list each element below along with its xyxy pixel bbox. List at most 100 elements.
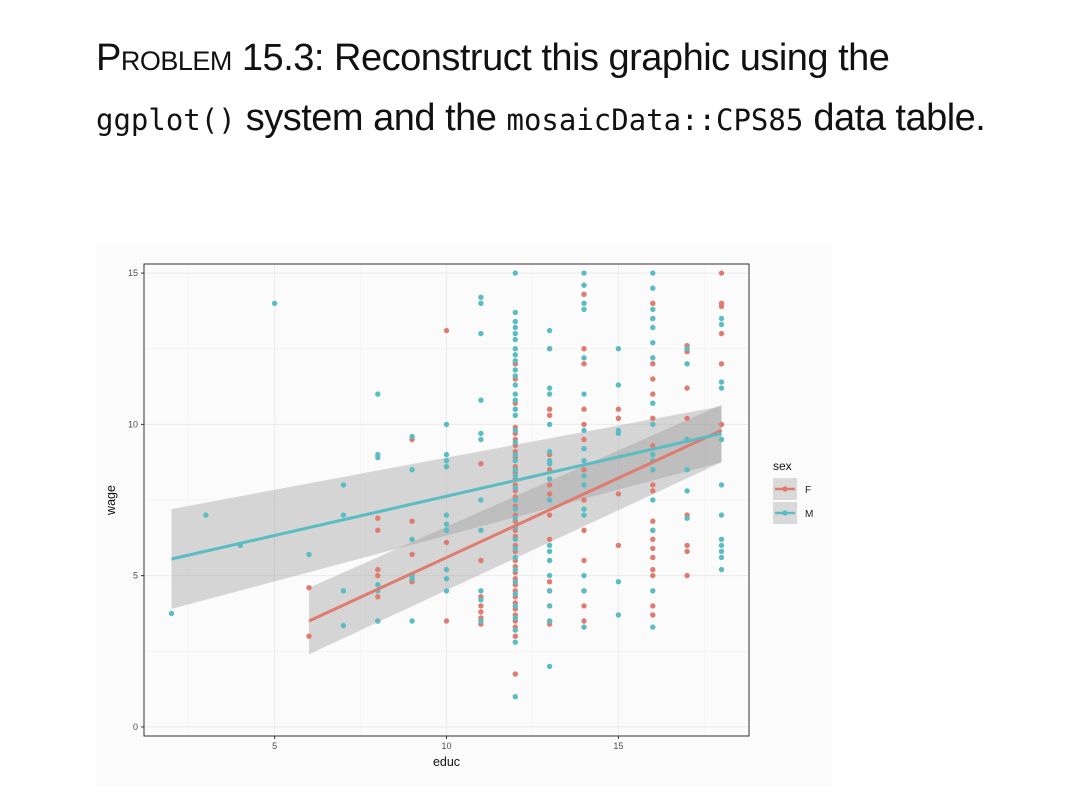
data-point-f xyxy=(478,603,484,609)
data-point-m xyxy=(478,294,484,300)
x-tick-label: 15 xyxy=(613,741,623,751)
y-tick-label: 5 xyxy=(133,571,138,581)
data-point-m xyxy=(443,588,450,594)
data-point-m xyxy=(650,588,656,594)
data-point-m xyxy=(546,663,553,670)
data-point-m xyxy=(718,566,725,573)
major-gridlines xyxy=(144,264,749,736)
data-point-m xyxy=(512,318,518,325)
data-point-m xyxy=(443,521,450,527)
data-point-m xyxy=(718,554,725,561)
data-point-f xyxy=(546,412,553,418)
data-point-f xyxy=(650,482,656,488)
data-point-m xyxy=(512,467,518,473)
data-point-m xyxy=(684,488,690,494)
problem-text-3: data table. xyxy=(803,97,986,139)
data-point-m xyxy=(375,454,381,461)
data-point-f xyxy=(546,512,553,518)
data-point-m xyxy=(650,315,656,322)
data-point-m xyxy=(718,321,725,328)
data-point-m xyxy=(478,397,484,403)
data-point-m xyxy=(546,346,553,352)
data-point-f xyxy=(684,542,690,549)
data-point-m xyxy=(478,527,484,533)
data-point-f xyxy=(375,527,381,533)
data-point-m xyxy=(512,536,518,542)
data-point-f xyxy=(375,566,381,573)
data-point-m xyxy=(443,566,450,573)
data-point-f xyxy=(615,415,622,421)
data-point-f xyxy=(650,361,656,367)
data-point-m xyxy=(512,554,518,561)
data-point-m xyxy=(409,467,415,473)
data-point-f xyxy=(650,536,656,542)
data-point-m xyxy=(684,361,690,367)
data-point-m xyxy=(650,355,656,361)
data-point-m xyxy=(581,482,587,488)
data-point-m xyxy=(512,412,518,418)
data-point-f xyxy=(650,612,656,618)
x-axis-title: educ xyxy=(433,755,460,769)
data-point-f xyxy=(581,603,587,609)
data-point-m xyxy=(718,536,725,542)
data-point-f xyxy=(650,376,656,382)
data-point-f xyxy=(718,421,725,428)
data-point-f xyxy=(581,346,587,352)
data-point-m xyxy=(512,506,518,512)
data-points xyxy=(168,270,725,700)
data-point-m xyxy=(615,579,622,585)
problem-separator: : xyxy=(313,37,335,79)
data-point-f xyxy=(581,361,587,367)
data-point-m xyxy=(340,588,347,594)
y-tick-label: 10 xyxy=(128,419,138,429)
data-point-m xyxy=(512,406,518,412)
data-point-m xyxy=(581,512,587,518)
data-point-m xyxy=(581,445,587,452)
data-point-f xyxy=(718,303,725,310)
problem-heading: Problem 15.3 xyxy=(96,37,314,79)
legend-point-f xyxy=(782,486,788,492)
data-point-f xyxy=(650,572,656,579)
data-point-m xyxy=(478,618,484,624)
data-point-m xyxy=(581,282,587,288)
data-point-f xyxy=(615,406,622,412)
data-point-f xyxy=(718,270,725,276)
data-point-m xyxy=(168,610,175,617)
data-point-m xyxy=(650,340,656,346)
data-point-m xyxy=(203,512,209,518)
data-point-f xyxy=(443,539,450,546)
data-point-f xyxy=(615,491,622,497)
data-point-m xyxy=(512,497,518,503)
data-point-m xyxy=(512,473,518,479)
data-point-m xyxy=(478,597,484,603)
data-point-m xyxy=(478,588,484,594)
data-point-m xyxy=(684,467,690,473)
data-point-m xyxy=(512,330,518,337)
y-tick-label: 0 xyxy=(133,722,138,732)
data-point-f xyxy=(546,406,553,412)
data-point-m xyxy=(512,397,518,403)
data-point-m xyxy=(615,346,622,352)
x-tick-label: 10 xyxy=(441,741,451,751)
data-point-m xyxy=(546,557,553,564)
data-point-f xyxy=(650,545,656,552)
data-point-m xyxy=(546,391,553,397)
data-point-f xyxy=(581,406,587,412)
data-point-m xyxy=(409,536,415,542)
data-point-m xyxy=(512,694,518,700)
data-point-m xyxy=(650,285,656,291)
data-point-m xyxy=(615,430,622,437)
data-point-m xyxy=(615,382,622,388)
data-point-m xyxy=(581,300,587,306)
data-point-f xyxy=(581,436,587,443)
data-point-f xyxy=(650,300,656,306)
data-point-m xyxy=(546,497,553,503)
y-axis-title: wage xyxy=(104,485,118,516)
data-point-m xyxy=(512,615,518,621)
data-point-m xyxy=(581,506,587,512)
data-point-m xyxy=(512,603,518,609)
data-point-m xyxy=(271,300,278,306)
data-point-f xyxy=(650,518,656,524)
data-point-m xyxy=(581,270,587,276)
legend: sex F M xyxy=(773,459,813,524)
